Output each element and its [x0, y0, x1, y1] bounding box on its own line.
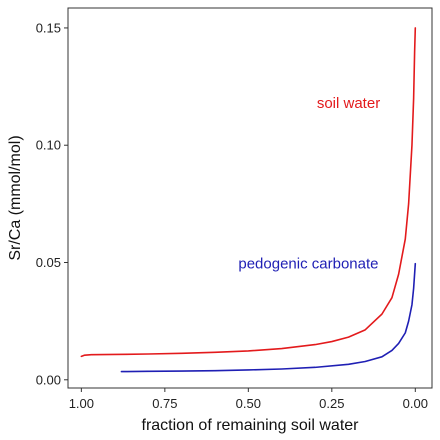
annotation-layer: soil water pedogenic carbonate: [238, 95, 380, 273]
y-axis: 0.00 0.05 0.10 0.15: [36, 20, 68, 387]
series-line: [120, 262, 417, 373]
x-axis: 1.00 0.75 0.50 0.25 0.00: [69, 388, 428, 411]
plot-panel: [67, 7, 433, 389]
x-tick-label: 0.75: [152, 396, 177, 411]
y-axis-title: Sr/Ca (mmol/mol): [7, 135, 24, 260]
y-tick-label: 0.15: [36, 20, 61, 35]
y-tick-label: 0.05: [36, 255, 61, 270]
x-tick-label: 0.50: [236, 396, 261, 411]
y-tick-label: 0.10: [36, 138, 61, 153]
x-tick-label: 0.00: [403, 396, 428, 411]
x-axis-title: fraction of remaining soil water: [142, 417, 360, 434]
x-tick-label: 1.00: [69, 396, 94, 411]
x-tick-label: 0.25: [319, 396, 344, 411]
annotation-label: pedogenic carbonate: [238, 256, 378, 273]
annotation-label: soil water: [317, 95, 380, 112]
series-layer: [80, 27, 417, 373]
series-line: [80, 27, 417, 358]
y-tick-label: 0.00: [36, 372, 61, 387]
